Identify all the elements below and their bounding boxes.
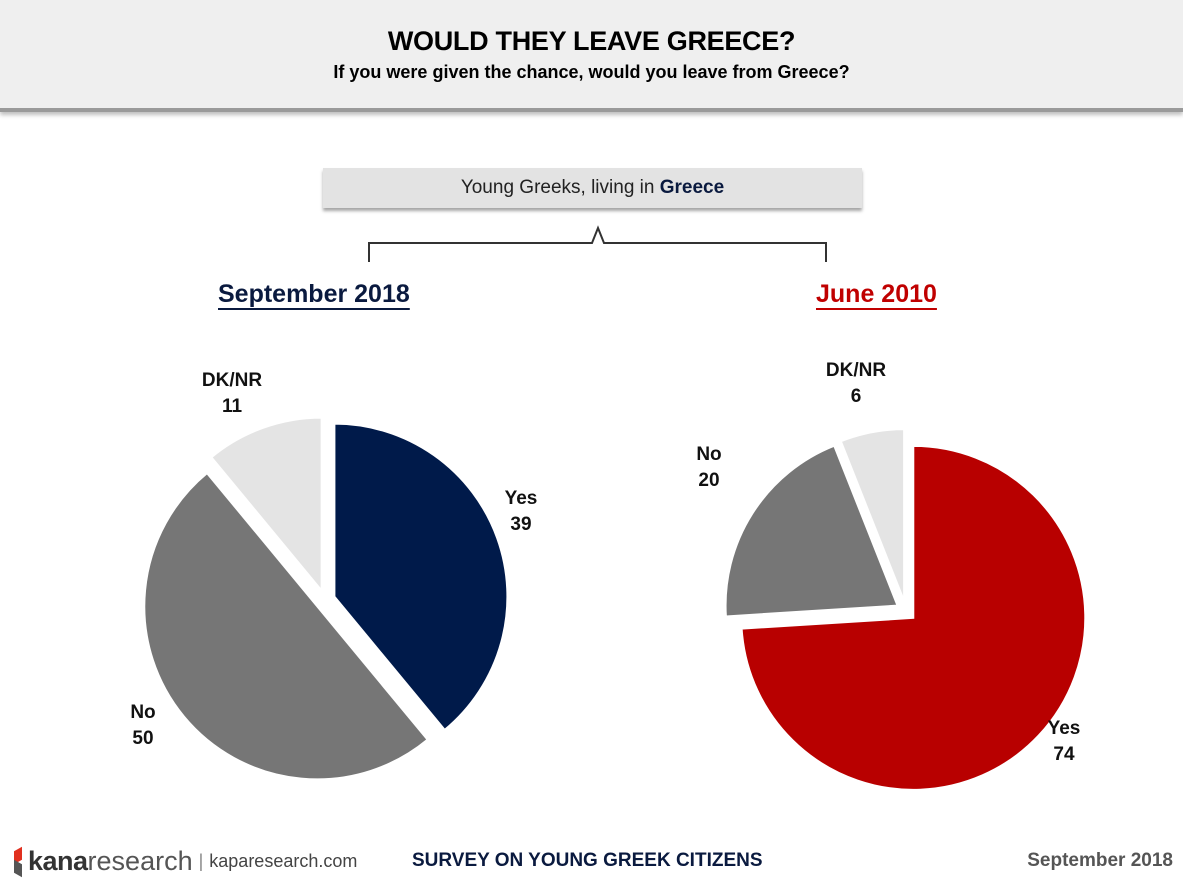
group-bracket [368,225,827,262]
population-emphasis: Greece [659,177,725,198]
footer-survey-title: SURVEY ON YOUNG GREEK CITIZENS [412,850,763,871]
pie-slice-no [724,444,899,618]
period-title-september-2018: September 2018 [218,280,410,308]
pie-slice-dk-nr [839,428,906,602]
slice-label-dk-nr: DK/NR 6 [826,360,886,407]
footer-url: | kaparesearch.com [199,851,358,872]
pie-slice-no [143,471,429,781]
slice-label-yes: Yes 74 [1048,718,1081,765]
slice-label-no: No 50 [130,702,155,749]
slice-label-yes: Yes 39 [505,488,538,535]
pie-slice-yes [333,422,509,732]
logo-mark-icon [12,847,26,877]
header-banner: WOULD THEY LEAVE GREECE? If you were giv… [0,0,1183,112]
logo-divider: | [198,851,204,871]
kana-research-logo: kana research | kaparesearch.com [12,846,357,877]
population-label: Young Greeks, living in [460,177,660,198]
pie-june-2010: Yes 74 No 20 DK/NR 6 [696,360,1087,791]
logo-kana-text: kana [28,846,88,876]
footer-date: September 2018 [1027,850,1173,871]
pie-september-2018: Yes 39 No 50 DK/NR 11 [130,370,538,781]
period-title-june-2010: June 2010 [816,280,937,308]
slice-label-no: No 20 [696,444,721,491]
chart-title: WOULD THEY LEAVE GREECE? [387,26,796,56]
slice-label-dk-nr: DK/NR 11 [202,370,262,417]
chart-subtitle: If you were given the chance, would you … [333,62,850,82]
pie-slice-yes [740,444,1087,791]
population-box: Young Greeks, living in Greece [323,168,862,208]
pie-slice-dk-nr [209,416,323,594]
footer-url-text: kaparesearch.com [209,851,358,871]
logo-research-text: research [87,846,193,876]
